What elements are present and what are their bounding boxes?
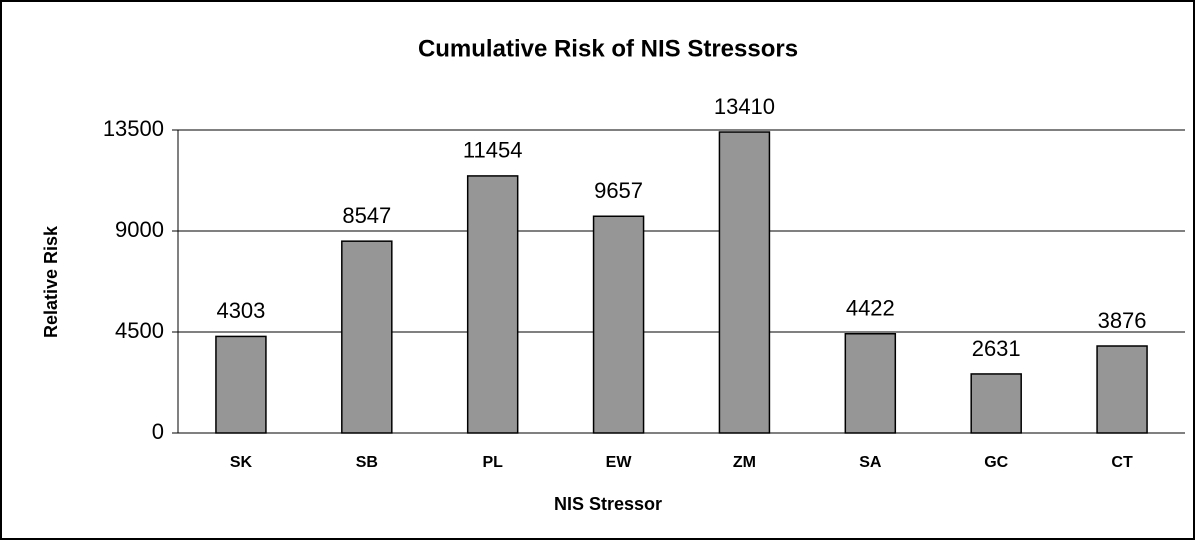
x-tick-label: PL — [482, 454, 503, 471]
data-label: 9657 — [594, 178, 643, 203]
chart-title: Cumulative Risk of NIS Stressors — [418, 35, 798, 62]
x-tick-label: GC — [984, 454, 1008, 471]
y-axis-label: Relative Risk — [41, 225, 61, 338]
bar — [466, 175, 519, 434]
bar — [341, 240, 393, 434]
bar — [1096, 345, 1148, 434]
x-tick-label: SK — [230, 454, 253, 471]
x-tick-label: EW — [606, 454, 633, 471]
bar — [592, 215, 645, 434]
y-tick-label: 0 — [152, 419, 164, 444]
data-label: 13410 — [714, 94, 775, 119]
data-label: 4303 — [216, 298, 265, 323]
data-label: 2631 — [972, 336, 1021, 361]
bar — [718, 131, 771, 434]
bar — [215, 335, 267, 434]
x-tick-label: SA — [859, 454, 882, 471]
data-label: 11454 — [463, 138, 523, 163]
data-label: 3876 — [1098, 308, 1147, 333]
data-label: 4422 — [846, 296, 895, 321]
y-tick-label: 4500 — [115, 318, 164, 343]
bar — [970, 373, 1022, 434]
x-tick-label: SB — [356, 454, 378, 471]
x-tick-label: CT — [1111, 454, 1133, 471]
data-label: 8547 — [342, 203, 391, 228]
y-tick-label: 13500 — [103, 116, 164, 141]
bar — [844, 333, 897, 434]
x-tick-label: ZM — [733, 454, 756, 471]
x-axis-label: NIS Stressor — [554, 494, 662, 514]
y-tick-label: 9000 — [115, 217, 164, 242]
